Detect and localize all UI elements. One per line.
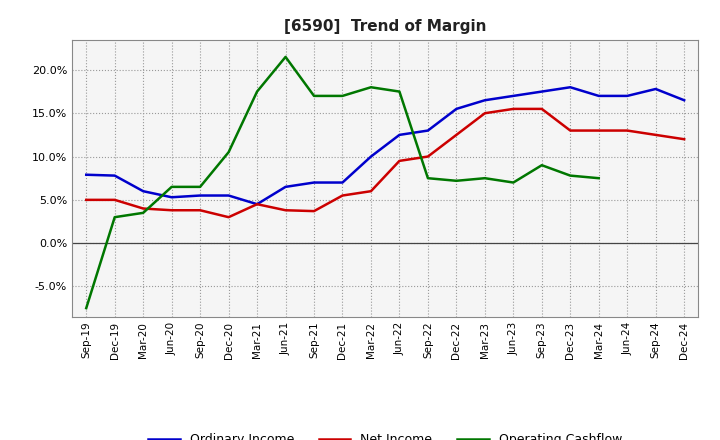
Operating Cashflow bbox=[509, 180, 518, 185]
Operating Cashflow bbox=[423, 176, 432, 181]
Ordinary Income bbox=[623, 93, 631, 99]
Ordinary Income bbox=[423, 128, 432, 133]
Operating Cashflow bbox=[282, 54, 290, 59]
Ordinary Income bbox=[395, 132, 404, 138]
Operating Cashflow bbox=[196, 184, 204, 190]
Ordinary Income bbox=[110, 173, 119, 178]
Ordinary Income bbox=[652, 86, 660, 92]
Ordinary Income bbox=[480, 98, 489, 103]
Line: Ordinary Income: Ordinary Income bbox=[86, 87, 684, 204]
Operating Cashflow bbox=[452, 178, 461, 183]
Ordinary Income bbox=[196, 193, 204, 198]
Operating Cashflow bbox=[225, 150, 233, 155]
Ordinary Income bbox=[566, 84, 575, 90]
Legend: Ordinary Income, Net Income, Operating Cashflow: Ordinary Income, Net Income, Operating C… bbox=[143, 429, 627, 440]
Operating Cashflow bbox=[253, 89, 261, 94]
Net Income bbox=[480, 110, 489, 116]
Net Income bbox=[366, 189, 375, 194]
Net Income bbox=[595, 128, 603, 133]
Net Income bbox=[310, 209, 318, 214]
Ordinary Income bbox=[452, 106, 461, 111]
Net Income bbox=[338, 193, 347, 198]
Operating Cashflow bbox=[82, 305, 91, 311]
Ordinary Income bbox=[680, 98, 688, 103]
Operating Cashflow bbox=[395, 89, 404, 94]
Net Income bbox=[566, 128, 575, 133]
Ordinary Income bbox=[82, 172, 91, 177]
Net Income bbox=[139, 206, 148, 211]
Net Income bbox=[652, 132, 660, 138]
Title: [6590]  Trend of Margin: [6590] Trend of Margin bbox=[284, 19, 487, 34]
Operating Cashflow bbox=[310, 93, 318, 99]
Ordinary Income bbox=[225, 193, 233, 198]
Ordinary Income bbox=[537, 89, 546, 94]
Operating Cashflow bbox=[566, 173, 575, 178]
Net Income bbox=[82, 197, 91, 202]
Net Income bbox=[423, 154, 432, 159]
Net Income bbox=[509, 106, 518, 111]
Ordinary Income bbox=[338, 180, 347, 185]
Ordinary Income bbox=[139, 189, 148, 194]
Ordinary Income bbox=[310, 180, 318, 185]
Ordinary Income bbox=[167, 194, 176, 200]
Ordinary Income bbox=[595, 93, 603, 99]
Line: Operating Cashflow: Operating Cashflow bbox=[86, 57, 599, 308]
Line: Net Income: Net Income bbox=[86, 109, 684, 217]
Operating Cashflow bbox=[110, 215, 119, 220]
Operating Cashflow bbox=[537, 162, 546, 168]
Net Income bbox=[110, 197, 119, 202]
Ordinary Income bbox=[366, 154, 375, 159]
Net Income bbox=[680, 136, 688, 142]
Operating Cashflow bbox=[338, 93, 347, 99]
Net Income bbox=[253, 202, 261, 207]
Operating Cashflow bbox=[595, 176, 603, 181]
Net Income bbox=[395, 158, 404, 164]
Operating Cashflow bbox=[167, 184, 176, 190]
Net Income bbox=[196, 208, 204, 213]
Net Income bbox=[225, 215, 233, 220]
Net Income bbox=[623, 128, 631, 133]
Ordinary Income bbox=[253, 202, 261, 207]
Net Income bbox=[452, 132, 461, 138]
Ordinary Income bbox=[282, 184, 290, 190]
Ordinary Income bbox=[509, 93, 518, 99]
Operating Cashflow bbox=[480, 176, 489, 181]
Operating Cashflow bbox=[139, 210, 148, 216]
Net Income bbox=[282, 208, 290, 213]
Net Income bbox=[167, 208, 176, 213]
Net Income bbox=[537, 106, 546, 111]
Operating Cashflow bbox=[366, 84, 375, 90]
